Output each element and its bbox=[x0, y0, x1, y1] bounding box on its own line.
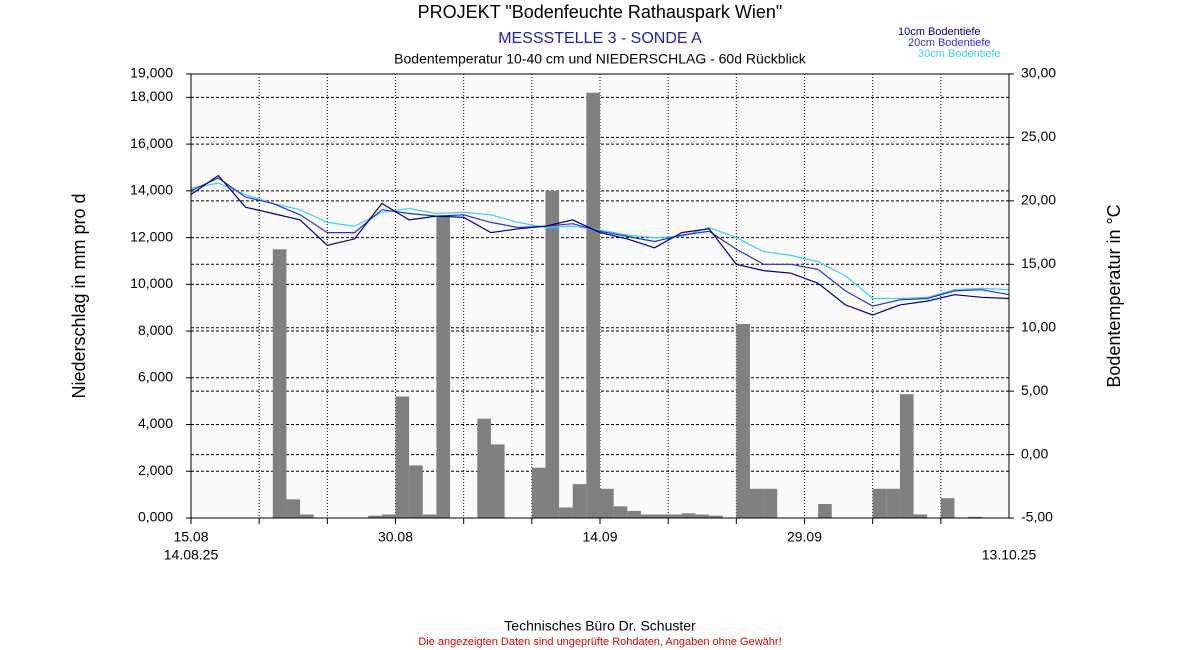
bar bbox=[681, 513, 696, 518]
legend-entry: 30cm Bodentiefe bbox=[918, 48, 1001, 60]
bar bbox=[886, 488, 900, 518]
x-tick-label: 30.08 bbox=[378, 529, 413, 545]
bar bbox=[872, 488, 887, 518]
bar bbox=[422, 514, 437, 518]
x-tick-label: 15.08 bbox=[173, 529, 208, 545]
bar bbox=[668, 514, 682, 518]
y2-tick-label: 30,00 bbox=[1021, 65, 1056, 81]
bar bbox=[586, 92, 600, 519]
bar bbox=[545, 190, 560, 518]
bar bbox=[559, 507, 573, 518]
y-tick-label: 4,000 bbox=[138, 415, 173, 431]
y2-tick-label: 25,00 bbox=[1021, 128, 1056, 144]
y2-tick-label: 20,00 bbox=[1021, 192, 1056, 208]
bar bbox=[409, 465, 423, 518]
y-tick-label: 8,000 bbox=[138, 322, 173, 338]
bar bbox=[395, 396, 410, 518]
y2-tick-label: 15,00 bbox=[1021, 255, 1056, 271]
bar bbox=[600, 488, 614, 518]
bar bbox=[709, 515, 723, 518]
legend-entry: 20cm Bodentiefe bbox=[908, 37, 991, 49]
bar bbox=[818, 503, 832, 518]
bar bbox=[381, 514, 396, 518]
line-series bbox=[190, 174, 1010, 316]
y-axis-label: Niederschlag in mm pro d bbox=[69, 193, 89, 398]
y-tick-label: 12,000 bbox=[130, 228, 173, 244]
bar bbox=[436, 216, 451, 518]
bar bbox=[572, 484, 587, 518]
bar bbox=[640, 514, 655, 518]
bar bbox=[531, 467, 546, 518]
line-series bbox=[190, 182, 1010, 300]
disclaimer: Die angezeigten Daten sind ungeprüfte Ro… bbox=[418, 636, 781, 648]
bar bbox=[368, 515, 382, 518]
chart-title: PROJEKT "Bodenfeuchte Rathauspark Wien" bbox=[418, 2, 783, 22]
bar bbox=[613, 506, 628, 518]
y2-tick-label: 10,00 bbox=[1021, 318, 1056, 334]
chart-subtitle2: Bodentemperatur 10-40 cm und NIEDERSCHLA… bbox=[394, 51, 807, 67]
bar bbox=[654, 514, 669, 518]
bar bbox=[490, 444, 505, 518]
y-tick-label: 0,000 bbox=[138, 509, 173, 525]
line-series bbox=[190, 177, 1010, 307]
y-tick-label: 14,000 bbox=[130, 182, 173, 198]
y-tick-label: 6,000 bbox=[138, 368, 173, 384]
plot-border bbox=[190, 73, 1010, 519]
bar bbox=[695, 514, 710, 518]
x-start-label: 14.08.25 bbox=[164, 547, 219, 563]
x-tick-label: 29.09 bbox=[787, 529, 822, 545]
y-tick-label: 2,000 bbox=[138, 462, 173, 478]
bar bbox=[272, 249, 287, 518]
bar bbox=[477, 418, 491, 518]
y2-tick-label: 0,00 bbox=[1021, 445, 1048, 461]
bar bbox=[899, 394, 914, 518]
bar bbox=[749, 488, 764, 518]
legend-entry: 10cm Bodentiefe bbox=[898, 26, 981, 38]
y-tick-label: 10,000 bbox=[130, 275, 173, 291]
bar bbox=[300, 514, 314, 518]
chart-subtitle: MESSSTELLE 3 - SONDE A bbox=[498, 30, 702, 47]
y-tick-label: 18,000 bbox=[130, 88, 173, 104]
bar bbox=[763, 488, 778, 518]
bar bbox=[286, 499, 301, 518]
y-tick-label: 16,000 bbox=[130, 135, 173, 151]
bar bbox=[736, 324, 750, 518]
bar bbox=[940, 498, 955, 518]
bar bbox=[913, 514, 928, 518]
x-end-label: 13.10.25 bbox=[982, 547, 1037, 563]
y2-tick-label: 5,00 bbox=[1021, 382, 1048, 398]
bar bbox=[968, 516, 982, 518]
y-tick-label: 19,000 bbox=[130, 65, 173, 81]
y2-axis-label: Bodentemperatur in °C bbox=[1104, 204, 1124, 387]
bar bbox=[627, 510, 641, 518]
footer: Technisches Büro Dr. Schuster bbox=[504, 618, 696, 634]
y2-tick-label: -5,00 bbox=[1021, 509, 1053, 525]
x-tick-label: 14.09 bbox=[582, 529, 617, 545]
